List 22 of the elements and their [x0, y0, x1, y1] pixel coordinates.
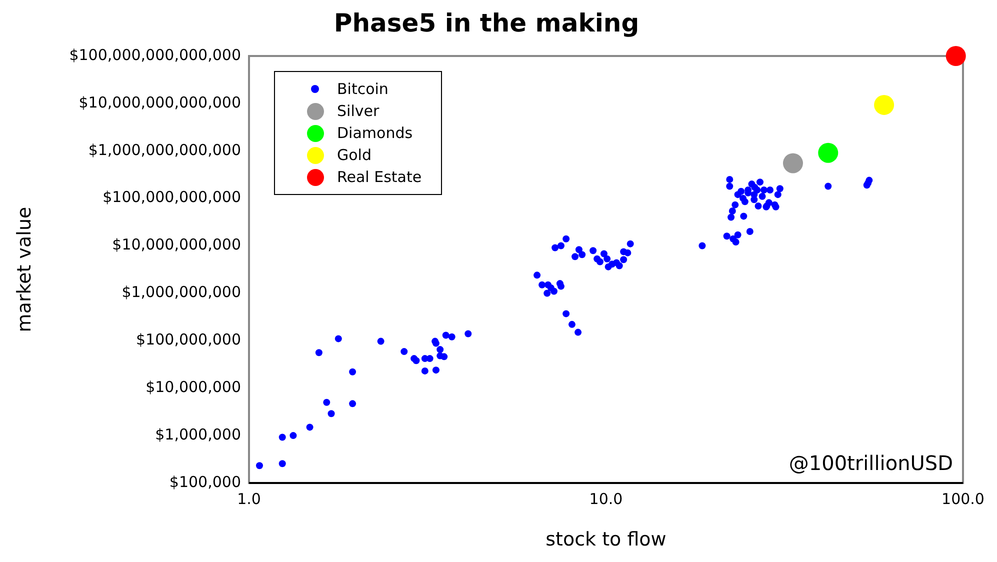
- x-axis-title: stock to flow: [546, 528, 666, 551]
- legend-label: Diamonds: [337, 124, 413, 142]
- y-tick-label: $10,000,000: [146, 378, 241, 396]
- annotation: @100trillionUSD: [788, 451, 953, 476]
- x-tick-label: 10.0: [589, 490, 623, 508]
- y-tick-label: $1,000,000: [155, 425, 241, 444]
- chart-title: Phase5 in the making: [334, 8, 640, 38]
- y-tick-label: $100,000,000,000,000: [69, 46, 241, 64]
- legend-label: Bitcoin: [337, 80, 388, 98]
- x-tick-label: 1.0: [237, 490, 261, 508]
- legend-label: Gold: [337, 146, 372, 164]
- y-tick-label: $10,000,000,000: [112, 236, 241, 254]
- y-tick-label: $1,000,000,000,000: [88, 140, 241, 159]
- x-tick-label: 100.0: [942, 490, 984, 508]
- y-tick-label: $10,000,000,000,000: [78, 93, 241, 112]
- y-tick-label: $1,000,000,000: [122, 283, 241, 302]
- legend-label: Real Estate: [337, 168, 422, 186]
- y-tick-label: $100,000,000: [136, 330, 241, 349]
- y-tick-label: $100,000: [169, 472, 241, 491]
- y-axis-title: market value: [13, 206, 36, 332]
- legend-label: Silver: [337, 102, 380, 120]
- y-tick-label: $100,000,000,000: [102, 188, 241, 206]
